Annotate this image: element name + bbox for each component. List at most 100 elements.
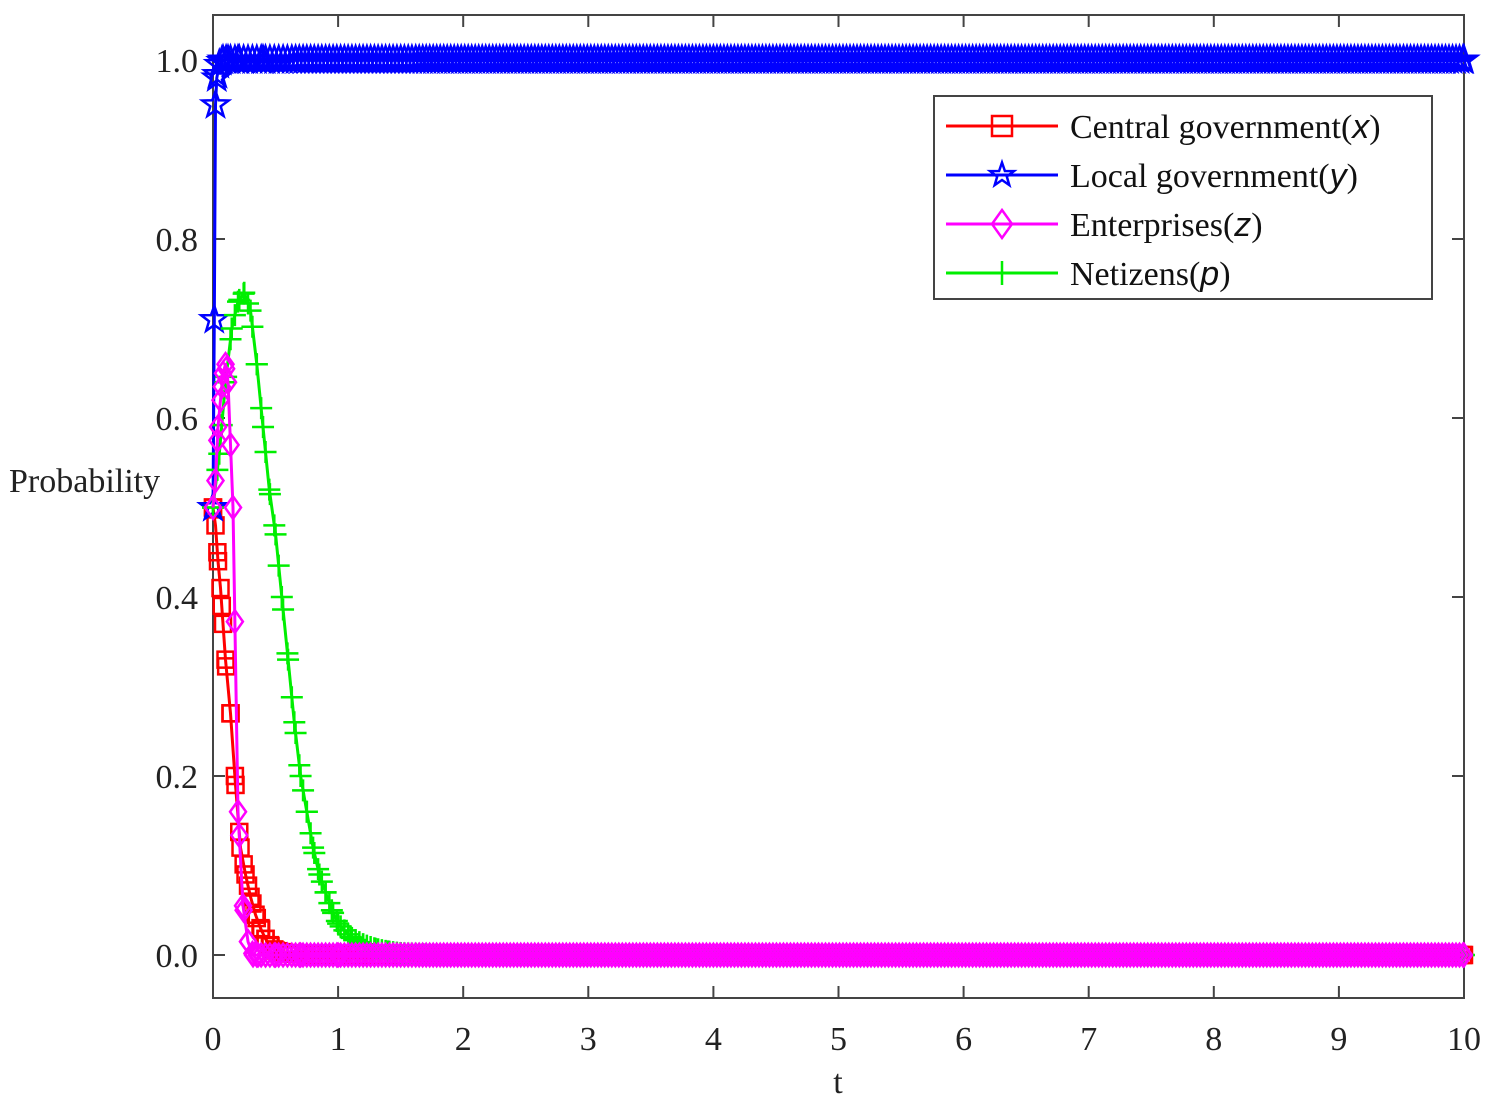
marker-diamond: [203, 494, 223, 521]
marker-plus: [272, 598, 295, 621]
marker-star: [221, 42, 255, 75]
x-tick-label: 5: [830, 1021, 847, 1058]
marker-plus: [295, 800, 318, 823]
marker-square: [211, 578, 230, 598]
marker-square: [212, 596, 232, 616]
series-p: [202, 281, 1475, 966]
marker-star: [986, 158, 1018, 189]
y-tick-label: 1.0: [156, 43, 199, 80]
marker-square: [216, 650, 235, 669]
legend-label: Local government(y): [1070, 157, 1358, 195]
marker-diamond: [223, 494, 243, 521]
marker-plus: [208, 442, 231, 465]
marker-plus: [280, 686, 303, 709]
series-markers: [203, 498, 1474, 965]
marker-plus: [314, 881, 337, 904]
marker-diamond: [208, 413, 228, 441]
marker-star: [198, 87, 233, 119]
marker-plus: [288, 754, 311, 777]
marker-diamond: [228, 798, 248, 826]
x-tick-label: 6: [955, 1021, 972, 1058]
marker-diamond: [273, 941, 293, 969]
x-tick-label: 8: [1205, 1021, 1222, 1058]
legend-item-p: Netizens(p): [946, 255, 1231, 293]
marker-plus: [283, 711, 306, 734]
marker-plus: [307, 858, 330, 881]
series-markers: [202, 281, 1475, 966]
marker-plus: [299, 822, 322, 845]
axis-tick-labels: 0 1 2 3 4 5 6 7 8 9 10 0.0 0.2 0.4 0.6 0.8 1.0: [156, 43, 1482, 1058]
marker-diamond: [990, 207, 1014, 241]
legend-item-y: Local government(y): [946, 157, 1358, 195]
legend-box: [933, 95, 1433, 300]
x-tick-label: 3: [580, 1021, 597, 1058]
legend-label: Enterprises(z): [1070, 206, 1263, 244]
marker-star: [1447, 42, 1481, 75]
marker-square: [238, 876, 258, 895]
y-tick-label: 0.2: [156, 759, 199, 796]
marker-square: [990, 114, 1014, 138]
marker-plus: [252, 415, 275, 438]
marker-plus: [320, 899, 343, 922]
series-z: [203, 350, 1474, 969]
marker-plus: [263, 514, 286, 537]
marker-plus: [302, 836, 325, 859]
marker-diamond: [243, 941, 263, 969]
x-tick-label: 2: [455, 1021, 472, 1058]
marker-plus: [220, 317, 243, 340]
legend-item-x: Central government(x): [946, 108, 1381, 146]
series-group: [196, 42, 1481, 969]
marker-plus: [277, 648, 300, 671]
marker-plus: [270, 586, 293, 608]
marker-diamond: [328, 941, 348, 969]
series-y: [196, 42, 1481, 522]
marker-square: [226, 775, 245, 795]
x-axis-label: t: [833, 1064, 843, 1101]
marker-plus: [289, 765, 312, 787]
marker-plus: [267, 554, 290, 577]
series-markers: [196, 42, 1481, 522]
marker-diamond: [229, 821, 249, 849]
marker-diamond: [251, 941, 271, 969]
marker-diamond: [207, 427, 227, 454]
x-tick-label: 1: [330, 1021, 347, 1058]
y-tick-label: 0.4: [156, 580, 199, 617]
marker-square: [206, 516, 225, 535]
marker-plus: [233, 281, 256, 304]
marker-square: [251, 918, 270, 938]
marker-plus: [239, 299, 262, 322]
legend: Central government(x) Local government(y)…: [933, 95, 1433, 300]
marker-diamond: [291, 941, 311, 969]
marker-square: [213, 614, 233, 634]
series-line: [211, 362, 1464, 957]
marker-diamond: [225, 608, 245, 635]
marker-diamond: [210, 386, 231, 414]
marker-diamond: [1449, 941, 1470, 969]
series-line: [211, 507, 1464, 957]
marker-plus: [223, 304, 246, 327]
legend-label: Netizens(p): [1070, 255, 1231, 293]
marker-plus: [264, 523, 287, 546]
marker-plus: [241, 315, 264, 338]
marker-square: [247, 908, 267, 928]
marker-diamond: [233, 892, 253, 920]
legend-item-z: Enterprises(z): [946, 206, 1263, 244]
marker-plus: [292, 779, 315, 802]
x-tick-label: 4: [705, 1021, 722, 1058]
y-tick-label: 0.0: [156, 938, 199, 975]
marker-diamond: [1454, 941, 1474, 969]
marker-diamond: [248, 941, 268, 969]
series-x: [203, 498, 1474, 965]
marker-diamond: [266, 941, 286, 969]
marker-plus: [250, 397, 273, 420]
marker-star: [211, 42, 245, 75]
marker-diamond: [205, 467, 226, 495]
marker-diamond: [269, 941, 289, 969]
marker-plus: [308, 863, 331, 886]
marker-diamond: [212, 373, 232, 401]
marker-plus: [303, 841, 326, 864]
marker-plus: [219, 328, 242, 351]
marker-plus: [327, 912, 350, 935]
